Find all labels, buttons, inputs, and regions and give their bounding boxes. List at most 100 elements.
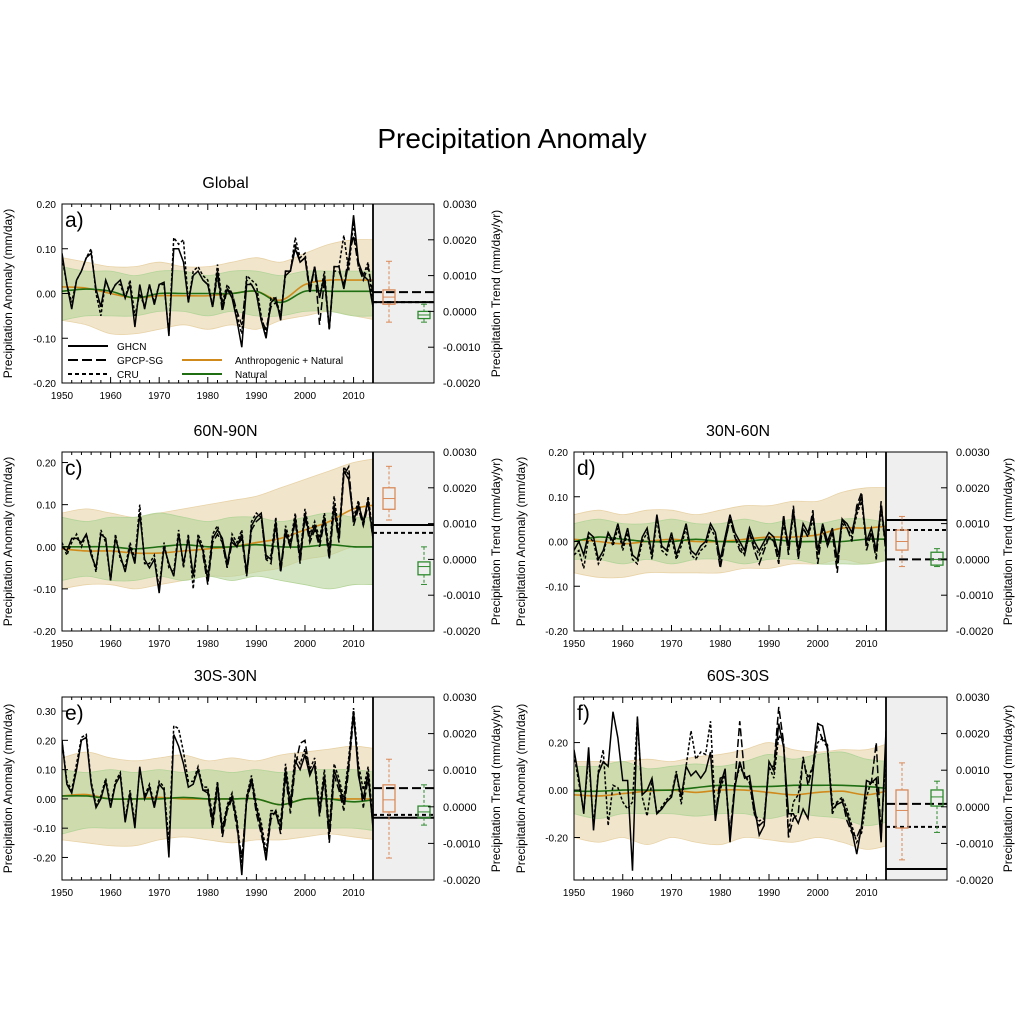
y2-tick-label: 0.0030 <box>956 447 990 459</box>
ghcn-line <box>62 468 373 594</box>
natural-mean-line <box>574 784 886 793</box>
x-tick-label: 2010 <box>855 639 878 650</box>
x-tick-label: 1970 <box>148 888 171 899</box>
x-tick-label: 1990 <box>245 888 268 899</box>
gpcp-sg-line <box>714 492 886 573</box>
ghcn-line <box>62 215 373 348</box>
y2-tick-label: 0.0020 <box>443 235 477 247</box>
natural-trend-boxplot <box>417 546 431 585</box>
y2-tick-label: 0.0020 <box>956 483 990 495</box>
legend-label: GPCP-SG <box>117 356 163 367</box>
box <box>895 529 909 551</box>
y-tick-label: -0.20 <box>33 627 56 638</box>
y2-axis-label: Precipitation Trend (mm/day/yr) <box>1001 458 1015 625</box>
x-tick-label: 1950 <box>563 639 586 650</box>
trend-panel-background <box>886 452 947 631</box>
x-tick-label: 2000 <box>294 888 317 899</box>
y2-tick-label: -0.0010 <box>443 838 480 850</box>
y-tick-label: -0.20 <box>545 834 568 845</box>
natural-spread-band <box>62 512 373 590</box>
y2-tick-label: 0.0000 <box>956 802 990 814</box>
gpcp-sg-line <box>714 706 886 839</box>
x-tick-label: 1990 <box>758 888 781 899</box>
panel-f: 1950 1960 1970 1980 1990 2000 2010 -0.20 0.00 0.2… <box>514 668 1015 899</box>
y-tick-label: 0.00 <box>549 538 569 549</box>
box <box>417 561 431 576</box>
panel-label: c) <box>65 457 83 480</box>
y-tick-label: 0.20 <box>549 739 569 750</box>
y-tick-label: 0.30 <box>37 707 57 718</box>
y-tick-label: -0.10 <box>33 334 56 345</box>
y-tick-label: 0.20 <box>37 736 57 747</box>
y2-tick-label: 0.0000 <box>443 306 477 318</box>
y2-axis-label: Precipitation Trend (mm/day/yr) <box>1001 705 1015 872</box>
panel-a: 1950 1960 1970 1980 1990 2000 2010 -0.20 -0.10 0.… <box>1 175 503 402</box>
panel-c: 1950 1960 1970 1980 1990 2000 2010 -0.20 -0.10 0.… <box>1 423 503 650</box>
x-tick-label: 2000 <box>807 888 830 899</box>
plot-area <box>62 215 373 348</box>
box <box>930 789 944 807</box>
y2-axis-label: Precipitation Trend (mm/day/yr) <box>489 458 503 625</box>
ghcn-line <box>574 711 886 871</box>
y-tick-label: 0.10 <box>549 493 569 504</box>
y2-tick-label: -0.0020 <box>443 875 480 887</box>
gpcp-sg-line <box>202 235 373 332</box>
ghcn-line <box>62 710 373 876</box>
x-tick-label: 1950 <box>51 391 74 402</box>
anthro-natural-trend-boxplot <box>382 758 396 859</box>
x-tick-label: 1950 <box>51 639 74 650</box>
plot-frame <box>61 451 435 632</box>
x-tick-label: 1990 <box>245 639 268 650</box>
plot-frame <box>61 696 435 881</box>
natural-spread-band <box>574 751 886 827</box>
panel-label: f) <box>577 702 590 725</box>
x-tick-label: 2010 <box>855 888 878 899</box>
y2-tick-label: 0.0030 <box>443 447 477 459</box>
y2-tick-label: -0.0010 <box>956 838 993 850</box>
y-tick-label: -0.20 <box>33 379 56 390</box>
y2-tick-label: -0.0010 <box>956 590 993 602</box>
y-axis-label: Precipitation Anomaly (mm/day) <box>1 457 15 626</box>
y2-tick-label: -0.0010 <box>443 590 480 602</box>
y-tick-label: -0.10 <box>33 824 56 835</box>
panel-title: 60N-90N <box>193 423 257 440</box>
y-tick-label: 0.00 <box>37 290 57 301</box>
y2-tick-label: 0.0010 <box>956 765 990 777</box>
x-tick-label: 1990 <box>245 391 268 402</box>
plot-area <box>62 458 373 594</box>
anthro-natural-trend-boxplot <box>895 762 909 861</box>
x-tick-label: 1980 <box>197 888 220 899</box>
anthro-natural-trend-boxplot <box>895 515 909 568</box>
y2-tick-label: -0.0020 <box>443 378 480 390</box>
trend-panel-background <box>886 697 947 880</box>
cru-line <box>574 718 886 845</box>
x-tick-label: 1960 <box>612 888 635 899</box>
y2-tick-label: 0.0030 <box>443 692 477 704</box>
x-tick-label: 2000 <box>294 391 317 402</box>
panel-title: Global <box>202 175 248 192</box>
cru-line <box>62 464 373 589</box>
y-tick-label: -0.10 <box>33 585 56 596</box>
y2-axis-label: Precipitation Trend (mm/day/yr) <box>489 705 503 872</box>
y2-tick-label: 0.0000 <box>443 802 477 814</box>
natural-trend-boxplot <box>930 780 944 833</box>
figure-title: Precipitation Anomaly <box>377 123 647 154</box>
y-tick-label: 0.00 <box>549 786 569 797</box>
y2-tick-label: -0.0020 <box>956 875 993 887</box>
ghcn-line <box>574 496 886 562</box>
x-tick-label: 1990 <box>758 639 781 650</box>
x-tick-label: 1970 <box>660 888 683 899</box>
x-tick-label: 1970 <box>148 391 171 402</box>
y-tick-label: 0.10 <box>37 766 57 777</box>
x-tick-label: 1980 <box>197 639 220 650</box>
natural-trend-boxplot <box>417 303 431 323</box>
natural-trend-boxplot <box>930 548 944 568</box>
panel-title: 30N-60N <box>706 423 770 440</box>
panel-title: 30S-30N <box>194 668 257 685</box>
y2-tick-label: 0.0030 <box>443 199 477 211</box>
plot-area <box>62 708 373 876</box>
y-tick-label: 0.20 <box>37 459 57 470</box>
legend-label: Natural <box>235 370 267 381</box>
y-axis-label: Precipitation Anomaly (mm/day) <box>514 704 528 873</box>
